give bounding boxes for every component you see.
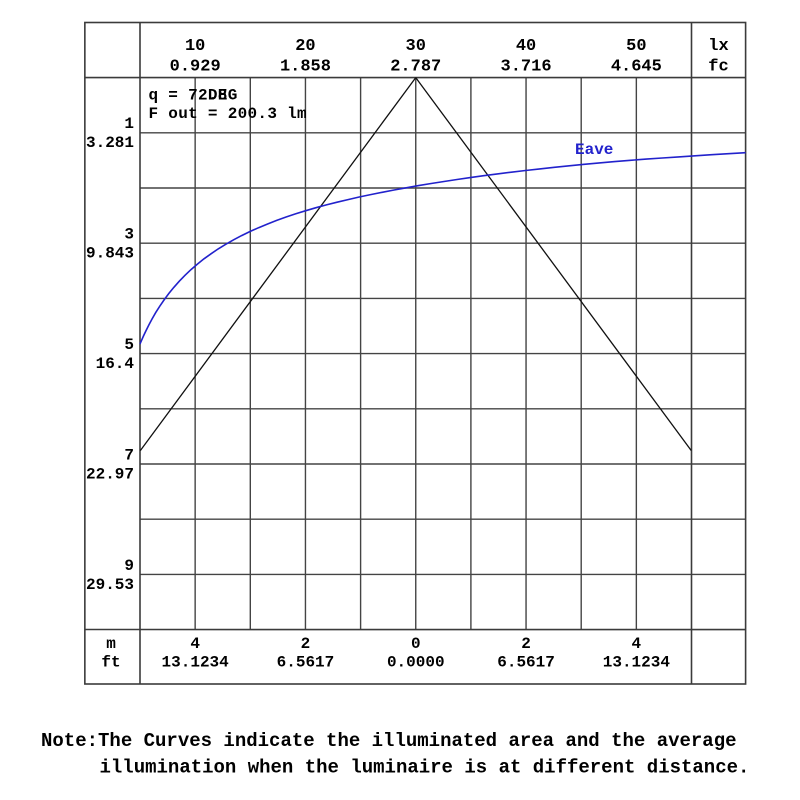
svg-text:10: 10 bbox=[185, 37, 205, 56]
svg-text:m: m bbox=[106, 635, 116, 653]
svg-text:4.645: 4.645 bbox=[611, 58, 662, 77]
svg-text:.8: .8 bbox=[149, 87, 228, 105]
svg-text:6.5617: 6.5617 bbox=[497, 654, 555, 672]
svg-text:3.281: 3.281 bbox=[86, 134, 134, 152]
svg-text:30: 30 bbox=[406, 37, 426, 56]
svg-text:F out = 200.3 lm: F out = 200.3 lm bbox=[149, 105, 308, 123]
svg-text:1: 1 bbox=[124, 115, 134, 133]
svg-text:0.929: 0.929 bbox=[170, 58, 221, 77]
svg-text:16.4: 16.4 bbox=[96, 355, 135, 373]
svg-text:q = 72DEG: q = 72DEG bbox=[149, 87, 238, 105]
svg-text:0: 0 bbox=[411, 635, 421, 653]
svg-text:22.97: 22.97 bbox=[86, 465, 134, 483]
svg-text:7: 7 bbox=[124, 446, 134, 464]
svg-text:2.787: 2.787 bbox=[390, 58, 441, 77]
svg-text:illumination when the luminair: illumination when the luminaire is at di… bbox=[100, 757, 750, 779]
svg-text:5: 5 bbox=[124, 336, 134, 354]
svg-text:29.53: 29.53 bbox=[86, 576, 134, 594]
svg-text:9.843: 9.843 bbox=[86, 244, 134, 262]
svg-text:Note:The Curves indicate the i: Note:The Curves indicate the illuminated… bbox=[41, 730, 737, 752]
svg-text:ft: ft bbox=[101, 654, 120, 672]
svg-text:Eave: Eave bbox=[575, 141, 613, 159]
svg-text:fc: fc bbox=[708, 58, 728, 77]
svg-text:20: 20 bbox=[295, 37, 315, 56]
svg-text:40: 40 bbox=[516, 37, 536, 56]
svg-text:4: 4 bbox=[190, 635, 200, 653]
svg-text:13.1234: 13.1234 bbox=[603, 654, 671, 672]
svg-text:9: 9 bbox=[124, 557, 134, 575]
svg-text:13.1234: 13.1234 bbox=[162, 654, 230, 672]
svg-text:2: 2 bbox=[301, 635, 311, 653]
svg-text:4: 4 bbox=[632, 635, 642, 653]
svg-text:6.5617: 6.5617 bbox=[277, 654, 335, 672]
svg-text:lx: lx bbox=[708, 37, 728, 56]
svg-text:2: 2 bbox=[521, 635, 531, 653]
svg-text:3.716: 3.716 bbox=[501, 58, 552, 77]
svg-text:3: 3 bbox=[124, 225, 134, 243]
svg-text:1.858: 1.858 bbox=[280, 58, 331, 77]
svg-text:0.0000: 0.0000 bbox=[387, 654, 445, 672]
svg-text:50: 50 bbox=[626, 37, 646, 56]
